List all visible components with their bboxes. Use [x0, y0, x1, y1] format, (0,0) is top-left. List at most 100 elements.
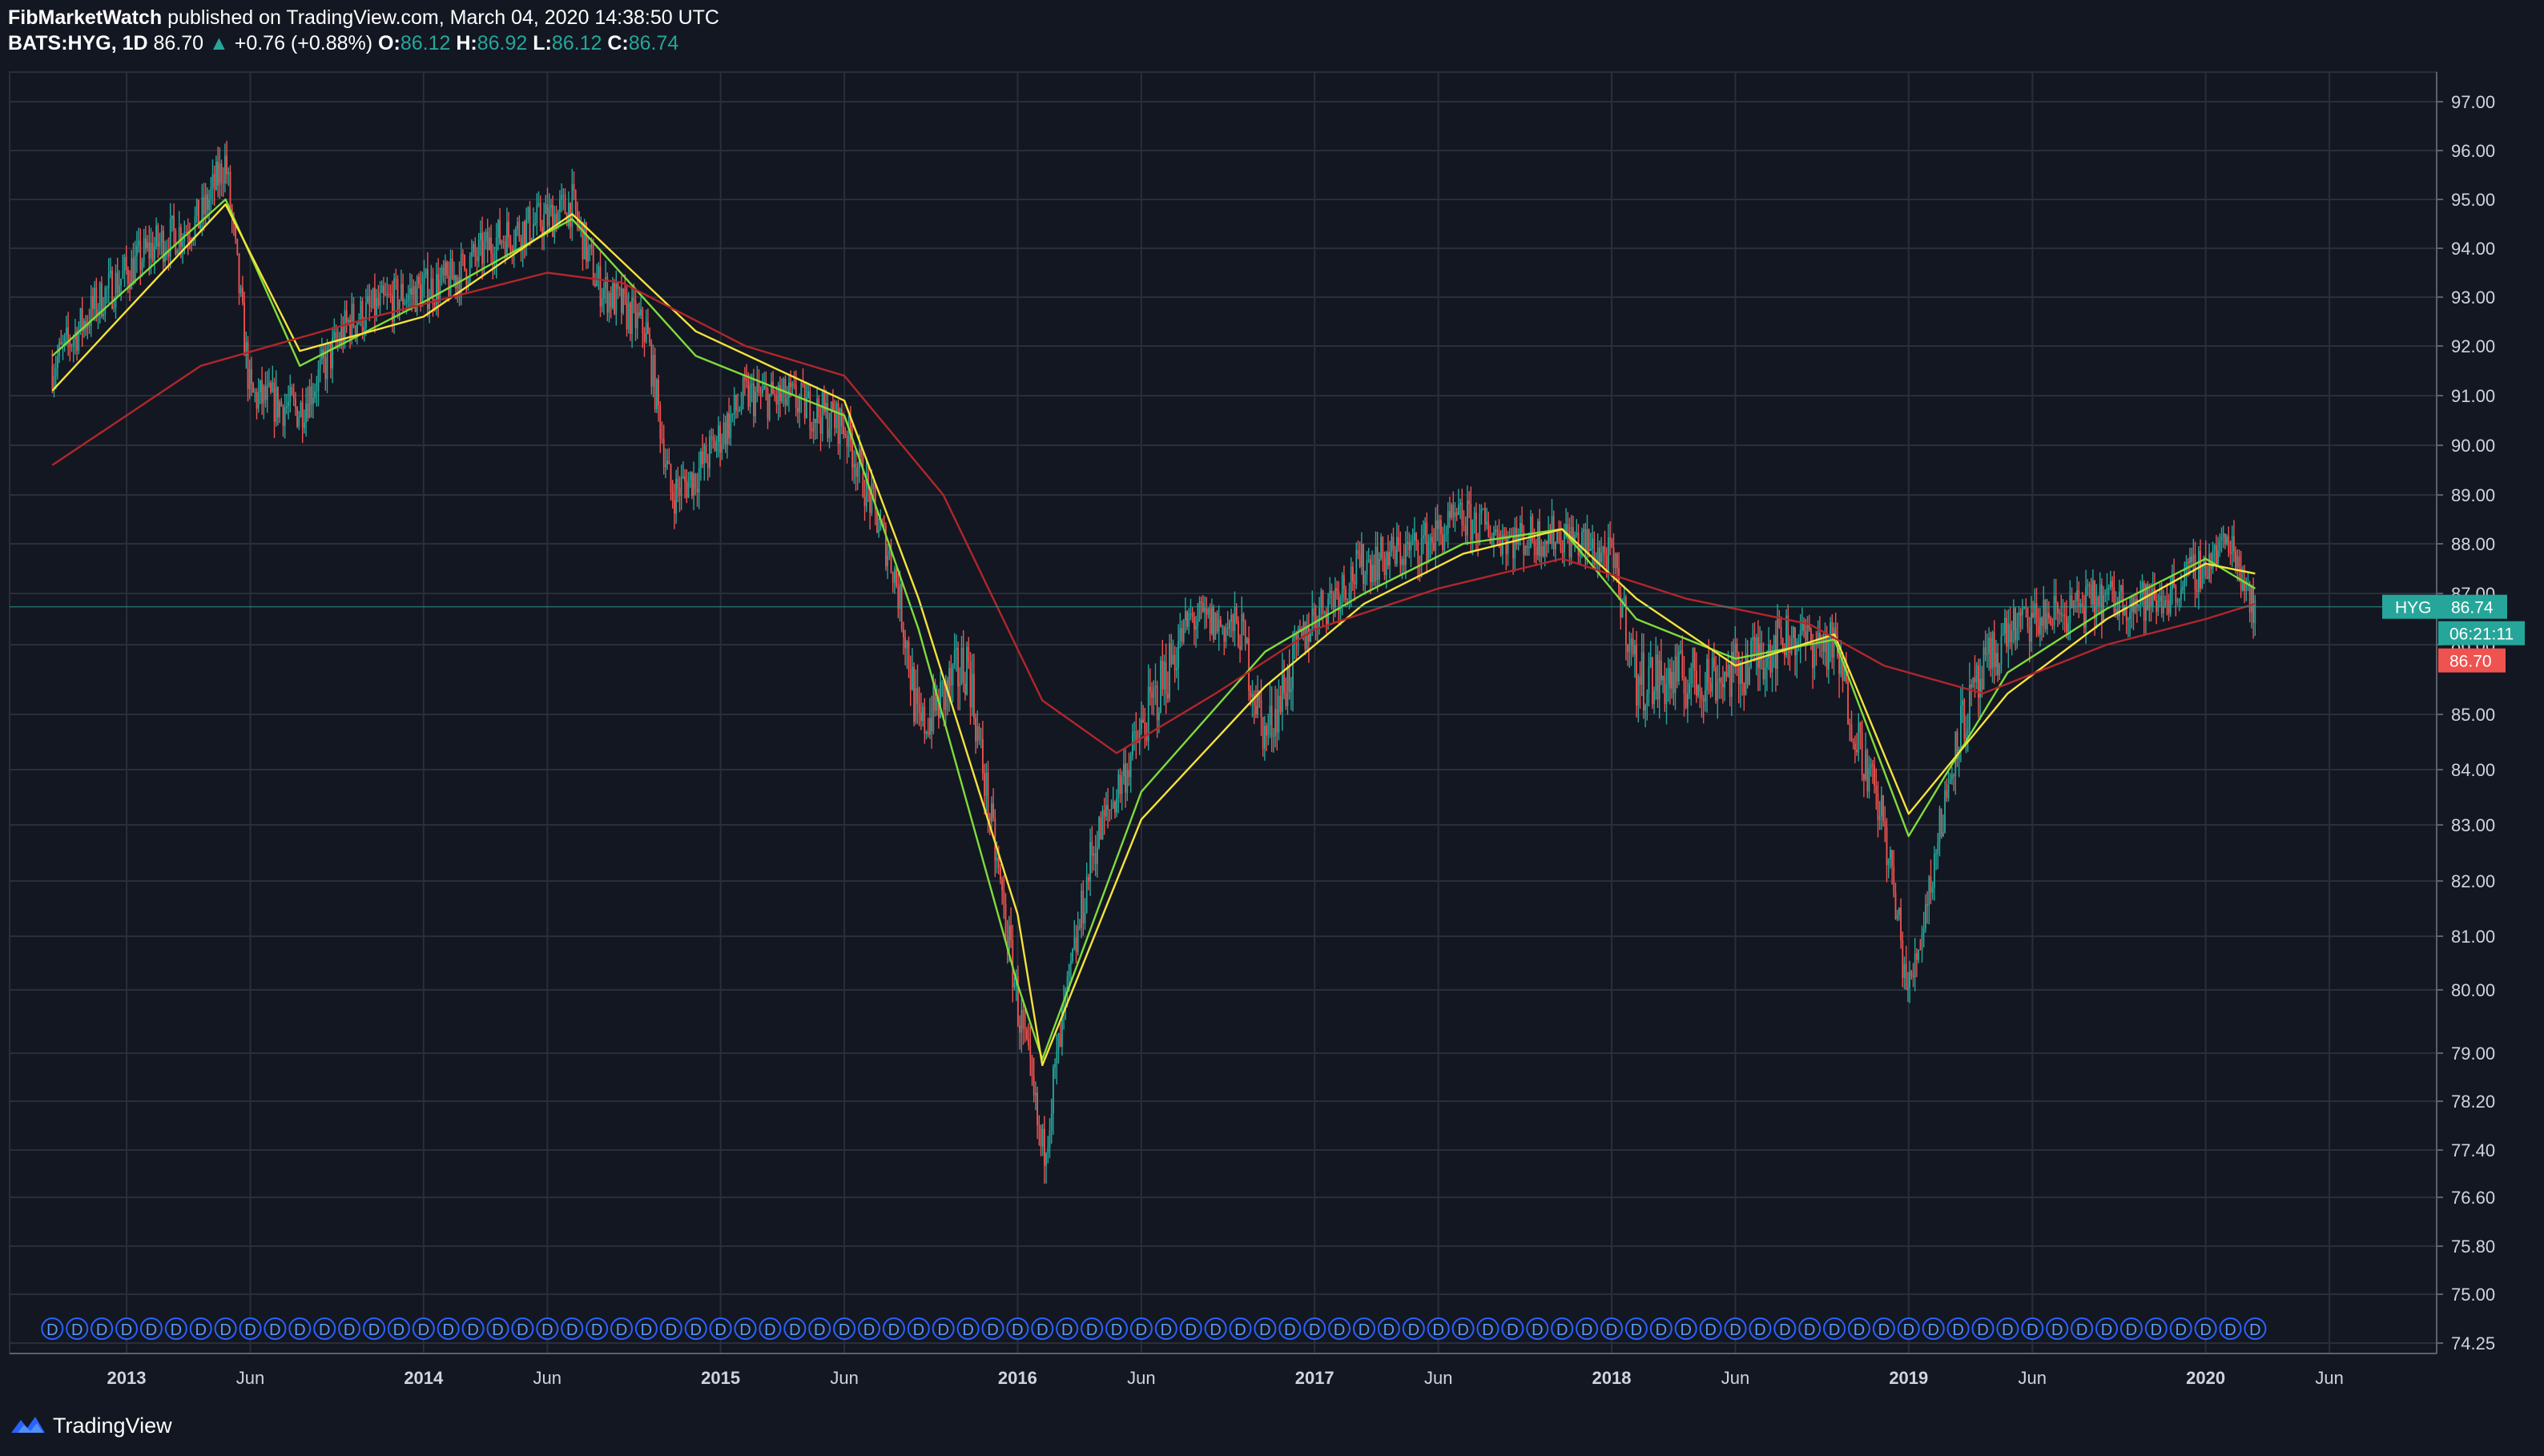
- dividend-marker[interactable]: [1773, 1317, 1797, 1340]
- dividend-marker[interactable]: [1476, 1317, 1499, 1340]
- dividend-marker[interactable]: [2119, 1317, 2143, 1340]
- dividend-marker[interactable]: [1724, 1317, 1747, 1340]
- dividend-marker[interactable]: [41, 1317, 64, 1340]
- dividend-marker[interactable]: [1576, 1317, 1599, 1340]
- author-name[interactable]: FibMarketWatch: [8, 6, 163, 29]
- candle-body: [1031, 1057, 1033, 1076]
- candle-body: [1286, 666, 1289, 706]
- dividend-marker[interactable]: [313, 1317, 336, 1340]
- dividend-marker[interactable]: [1674, 1317, 1697, 1340]
- dividend-marker[interactable]: [858, 1317, 880, 1340]
- candle-body: [351, 304, 353, 338]
- dividend-marker[interactable]: [66, 1317, 89, 1340]
- dividend-marker[interactable]: [2046, 1317, 2069, 1340]
- dividend-marker[interactable]: [734, 1317, 757, 1340]
- dividend-marker[interactable]: [1600, 1317, 1623, 1340]
- dividend-marker[interactable]: [833, 1317, 856, 1340]
- dividend-marker[interactable]: [536, 1317, 559, 1340]
- dividend-marker[interactable]: [882, 1317, 905, 1340]
- dividend-marker[interactable]: [1179, 1317, 1202, 1340]
- dividend-marker[interactable]: [1922, 1317, 1945, 1340]
- symbol-label[interactable]: BATS:HYG, 1D: [8, 32, 148, 54]
- dividend-marker[interactable]: [1303, 1317, 1326, 1340]
- dividend-marker[interactable]: [1872, 1317, 1895, 1340]
- dividend-marker[interactable]: [659, 1317, 682, 1340]
- dividend-marker[interactable]: [808, 1317, 831, 1340]
- dividend-marker[interactable]: [1427, 1317, 1450, 1340]
- dividend-marker[interactable]: [2194, 1317, 2217, 1340]
- dividend-marker[interactable]: [1129, 1317, 1153, 1340]
- dividend-marker[interactable]: [1946, 1317, 1970, 1340]
- dividend-marker[interactable]: [115, 1317, 138, 1340]
- dividend-marker[interactable]: [1402, 1317, 1425, 1340]
- dividend-marker[interactable]: [956, 1317, 980, 1340]
- dividend-marker[interactable]: [91, 1317, 114, 1340]
- dividend-marker[interactable]: [1328, 1317, 1351, 1340]
- dividend-marker[interactable]: [1229, 1317, 1252, 1340]
- dividend-marker[interactable]: [1823, 1317, 1846, 1340]
- candle-body: [1343, 575, 1345, 589]
- dividend-marker[interactable]: [561, 1317, 584, 1340]
- dividend-marker[interactable]: [2169, 1317, 2192, 1340]
- dividend-marker[interactable]: [1105, 1317, 1128, 1340]
- candle-body: [1165, 662, 1167, 694]
- dividend-marker[interactable]: [1377, 1317, 1400, 1340]
- dividend-marker[interactable]: [338, 1317, 361, 1340]
- dividend-marker[interactable]: [363, 1317, 385, 1340]
- dividend-marker[interactable]: [1749, 1317, 1772, 1340]
- dividend-marker[interactable]: [2144, 1317, 2168, 1340]
- dividend-marker[interactable]: [586, 1317, 609, 1340]
- dividend-marker[interactable]: [1056, 1317, 1079, 1340]
- dividend-marker[interactable]: [2244, 1317, 2267, 1340]
- dividend-marker[interactable]: [1204, 1317, 1227, 1340]
- dividend-marker[interactable]: [634, 1317, 658, 1340]
- dividend-marker[interactable]: [189, 1317, 212, 1340]
- dividend-marker[interactable]: [1798, 1317, 1821, 1340]
- dividend-marker[interactable]: [412, 1317, 435, 1340]
- dividend-marker[interactable]: [684, 1317, 707, 1340]
- dividend-marker[interactable]: [2021, 1317, 2044, 1340]
- dividend-marker[interactable]: [1897, 1317, 1920, 1340]
- dividend-marker[interactable]: [932, 1317, 955, 1340]
- dividend-marker[interactable]: [1278, 1317, 1302, 1340]
- dividend-marker[interactable]: [239, 1317, 262, 1340]
- dividend-marker[interactable]: [1081, 1317, 1104, 1340]
- dividend-marker[interactable]: [1848, 1317, 1870, 1340]
- dividend-marker[interactable]: [1699, 1317, 1722, 1340]
- dividend-marker[interactable]: [214, 1317, 237, 1340]
- candle-body: [1528, 547, 1530, 549]
- dividend-marker[interactable]: [164, 1317, 187, 1340]
- dividend-marker[interactable]: [1996, 1317, 2019, 1340]
- dividend-marker[interactable]: [1006, 1317, 1029, 1340]
- dividend-marker[interactable]: [2219, 1317, 2242, 1340]
- dividend-marker[interactable]: [1031, 1317, 1054, 1340]
- dividend-marker[interactable]: [387, 1317, 410, 1340]
- dividend-marker[interactable]: [139, 1317, 163, 1340]
- dividend-marker[interactable]: [907, 1317, 930, 1340]
- dividend-marker[interactable]: [264, 1317, 287, 1340]
- dividend-marker[interactable]: [709, 1317, 732, 1340]
- dividend-marker[interactable]: [759, 1317, 782, 1340]
- dividend-marker[interactable]: [1154, 1317, 1177, 1340]
- dividend-marker[interactable]: [1501, 1317, 1524, 1340]
- dividend-marker[interactable]: [1254, 1317, 1277, 1340]
- dividend-marker[interactable]: [1649, 1317, 1673, 1340]
- dividend-marker[interactable]: [511, 1317, 534, 1340]
- dividend-marker[interactable]: [1353, 1317, 1375, 1340]
- dividend-marker[interactable]: [1624, 1317, 1648, 1340]
- dividend-marker[interactable]: [981, 1317, 1004, 1340]
- dividend-marker[interactable]: [2095, 1317, 2118, 1340]
- dividend-marker[interactable]: [288, 1317, 312, 1340]
- dividend-marker[interactable]: [2071, 1317, 2094, 1340]
- dividend-marker[interactable]: [486, 1317, 509, 1340]
- dividend-marker[interactable]: [461, 1317, 485, 1340]
- dividend-marker[interactable]: [783, 1317, 807, 1340]
- dividend-marker[interactable]: [1971, 1317, 1995, 1340]
- dividend-marker[interactable]: [1451, 1317, 1475, 1340]
- dividend-marker[interactable]: [610, 1317, 633, 1340]
- dividend-marker[interactable]: [437, 1317, 460, 1340]
- footer-brand[interactable]: TradingView: [10, 1410, 330, 1442]
- dividend-marker[interactable]: [1551, 1317, 1574, 1340]
- dividend-marker[interactable]: [1526, 1317, 1549, 1340]
